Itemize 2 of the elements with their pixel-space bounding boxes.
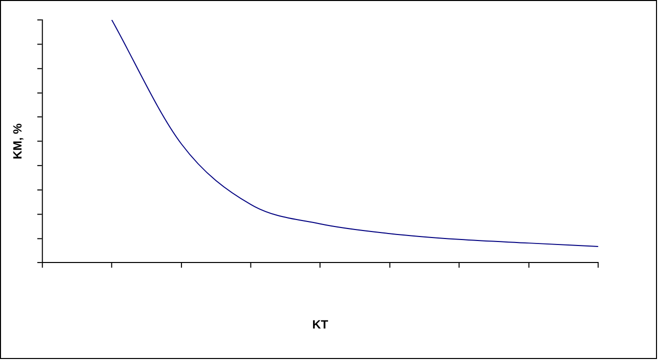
x-axis-title: KT — [312, 317, 329, 332]
y-axis-title: KM, % — [10, 123, 24, 160]
